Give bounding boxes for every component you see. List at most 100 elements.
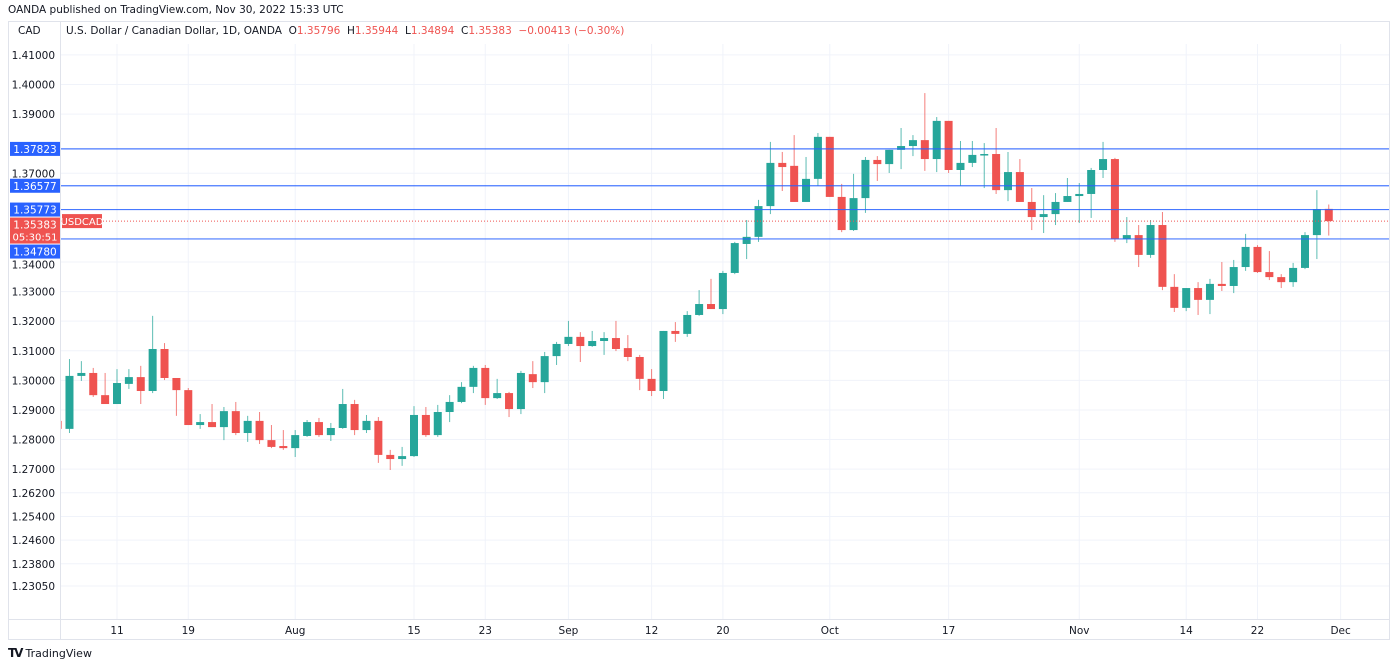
current-price-label: 1.35383 bbox=[13, 220, 56, 232]
candle-body-up bbox=[600, 338, 609, 342]
candle bbox=[528, 361, 537, 389]
candle-body-down bbox=[623, 348, 632, 357]
price-tick-label: 1.37000 bbox=[12, 168, 55, 180]
candle-body-down bbox=[279, 446, 288, 449]
candle bbox=[980, 143, 989, 189]
price-tick-label: 1.26200 bbox=[12, 488, 55, 500]
candle-body-up bbox=[1051, 201, 1060, 215]
candle bbox=[790, 135, 799, 202]
candle bbox=[1158, 212, 1167, 291]
candle-body-up bbox=[338, 404, 347, 428]
price-tick-label: 1.34000 bbox=[12, 260, 55, 272]
candle bbox=[208, 404, 217, 428]
candle-body-down bbox=[1194, 288, 1203, 300]
candle bbox=[326, 422, 335, 442]
candle bbox=[1312, 190, 1321, 260]
candle-body-up bbox=[113, 383, 121, 405]
candle bbox=[279, 430, 288, 450]
candle-body-down bbox=[505, 393, 514, 410]
candle bbox=[671, 322, 680, 342]
time-tick-label: Dec bbox=[1330, 625, 1351, 637]
candle-body-up bbox=[1087, 170, 1096, 194]
candle-body-down bbox=[136, 377, 145, 392]
candle bbox=[992, 127, 1001, 194]
candle bbox=[516, 370, 525, 415]
time-tick-label: 14 bbox=[1180, 625, 1194, 637]
candle-body-down bbox=[89, 372, 98, 396]
candle-body-up bbox=[1063, 196, 1072, 202]
plot-area bbox=[61, 93, 1333, 470]
candle-body-up bbox=[552, 343, 561, 357]
level-price-label: 1.35773 bbox=[13, 205, 56, 217]
time-tick-label: Sep bbox=[559, 625, 579, 637]
candle-body-up bbox=[1039, 214, 1048, 218]
candle-body-down bbox=[231, 411, 240, 434]
candle-body-up bbox=[968, 154, 977, 163]
candle-body-down bbox=[1217, 283, 1226, 286]
time-tick-label: 22 bbox=[1251, 625, 1264, 637]
candle bbox=[707, 278, 715, 310]
candle bbox=[873, 156, 882, 181]
candle-body-up bbox=[897, 146, 906, 150]
time-axis-divider bbox=[8, 619, 1390, 620]
candle-body-down bbox=[837, 196, 846, 231]
candle-body-up bbox=[742, 236, 751, 244]
candle-body-up bbox=[861, 159, 870, 199]
level-price-badge bbox=[10, 202, 60, 217]
candle bbox=[1205, 278, 1214, 315]
candle bbox=[1241, 233, 1250, 271]
price-tick-label: 1.23050 bbox=[12, 581, 55, 593]
candle bbox=[1004, 151, 1012, 202]
candle bbox=[77, 361, 86, 381]
candle bbox=[219, 406, 228, 441]
bar-countdown: 05:30:51 bbox=[13, 233, 58, 244]
legend-close-label: C bbox=[461, 25, 469, 37]
level-price-badge bbox=[10, 141, 60, 156]
candle-body-up bbox=[718, 272, 727, 310]
candle bbox=[338, 388, 347, 429]
time-tick-label: Aug bbox=[285, 625, 306, 637]
legend-open-label: O bbox=[288, 25, 297, 37]
symbol-label: USDCAD bbox=[61, 217, 104, 228]
price-tick-label: 1.28000 bbox=[12, 435, 55, 447]
candle-body-up bbox=[932, 120, 941, 160]
legend-high-label: H bbox=[347, 25, 355, 37]
candle-body-down bbox=[1134, 235, 1143, 255]
candle bbox=[849, 173, 858, 231]
candle bbox=[386, 449, 395, 470]
symbol-legend[interactable]: U.S. Dollar / Canadian Dollar, 1D, OANDA… bbox=[66, 25, 624, 37]
candle-body-up bbox=[516, 372, 525, 410]
candle bbox=[1277, 274, 1286, 289]
candle-body-up bbox=[1229, 267, 1238, 286]
candle bbox=[374, 417, 383, 463]
candle-body-down bbox=[576, 336, 585, 347]
candle-body-up bbox=[493, 393, 502, 399]
current-price-badge bbox=[10, 217, 60, 244]
price-axis: 1.41000 1.40000 1.39000 1.37000 1.34000 1.330… bbox=[12, 50, 55, 593]
candle bbox=[65, 359, 74, 434]
candle bbox=[588, 330, 597, 347]
candle-body-up bbox=[885, 149, 894, 165]
candle-body-up bbox=[1205, 283, 1214, 300]
candle-body-up bbox=[219, 411, 228, 428]
legend-close: 1.35383 bbox=[468, 25, 512, 37]
time-tick-label: 20 bbox=[716, 625, 729, 637]
candle bbox=[1265, 251, 1274, 281]
candle-body-down bbox=[778, 162, 787, 168]
candle-body-up bbox=[659, 330, 668, 392]
tradingview-footer[interactable]: TV TradingView bbox=[8, 646, 92, 660]
candle bbox=[683, 311, 692, 337]
candle bbox=[766, 141, 775, 215]
candle-body-up bbox=[695, 304, 704, 315]
candle bbox=[124, 369, 133, 389]
candle bbox=[1015, 159, 1024, 202]
candle-body-up bbox=[1099, 159, 1108, 170]
candle-body-up bbox=[730, 243, 739, 273]
tradingview-logo-icon: TV bbox=[8, 646, 24, 660]
candle-body-up bbox=[802, 178, 811, 202]
candle-body-up bbox=[540, 356, 549, 383]
candle bbox=[540, 351, 549, 394]
chart-frame bbox=[8, 21, 1390, 640]
